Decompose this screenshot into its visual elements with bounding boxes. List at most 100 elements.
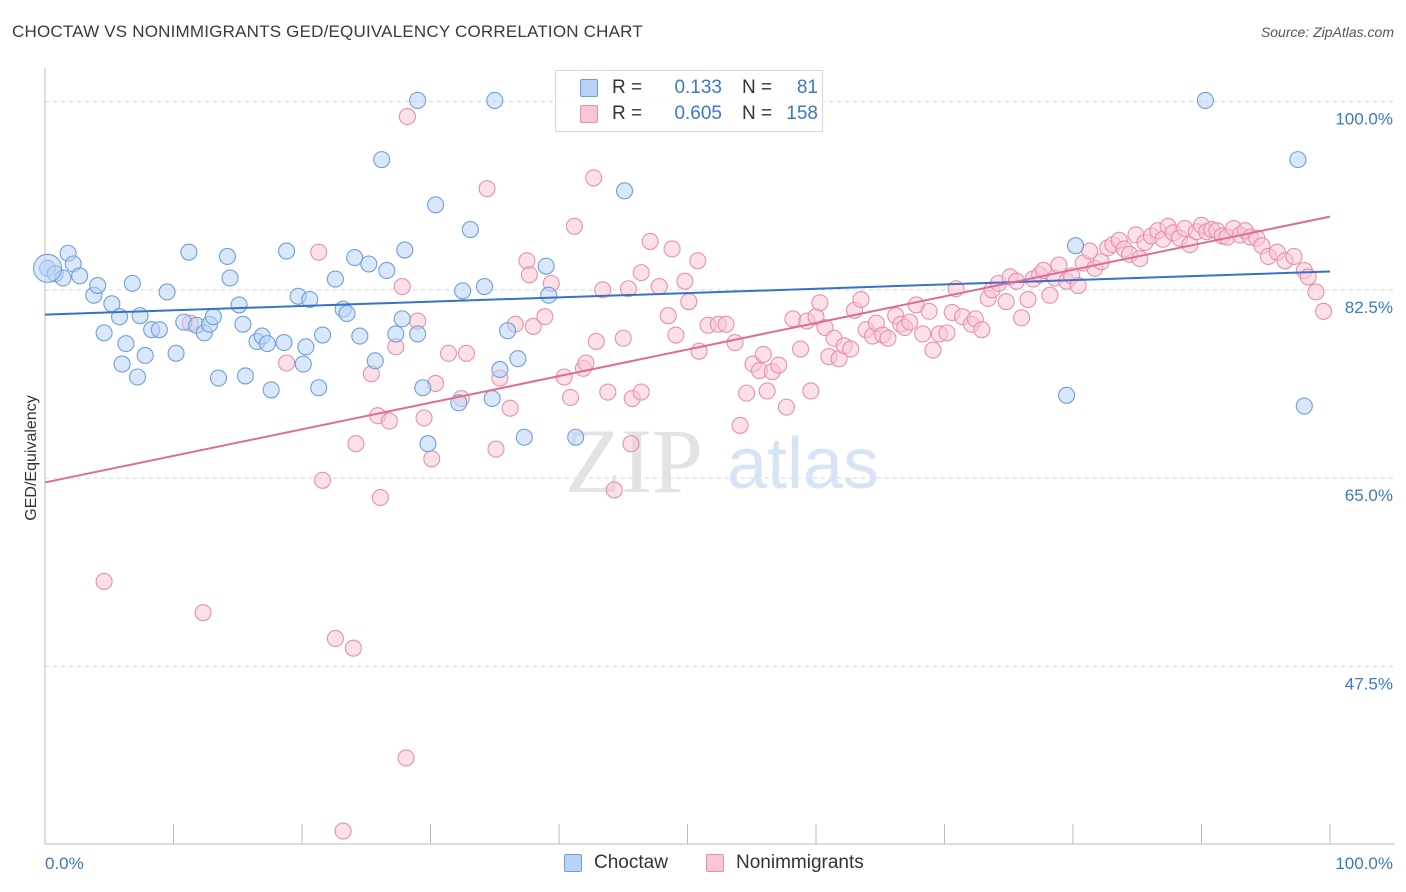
nonimmigrants-point <box>393 278 411 296</box>
nonimmigrants-point <box>842 340 860 358</box>
choctaw-point <box>221 269 239 287</box>
nonimmigrants-point <box>619 280 637 298</box>
choctaw-point <box>1295 397 1313 415</box>
nonimmigrants-point <box>852 290 870 309</box>
nonimmigrants-point <box>754 345 772 363</box>
choctaw-point <box>314 326 332 344</box>
nonimmigrants-point <box>680 293 698 311</box>
choctaw-point <box>117 335 135 353</box>
y-tick-label: 100.0% <box>1335 110 1393 129</box>
nonimmigrants-point <box>562 388 580 406</box>
choctaw-point <box>615 182 634 200</box>
choctaw-point <box>297 338 315 356</box>
legend-r-label: R = <box>612 77 643 98</box>
nonimmigrants-point <box>663 240 681 258</box>
nonimmigrants-point <box>920 302 938 320</box>
choctaw-point <box>515 428 533 446</box>
choctaw-swatch <box>564 854 582 872</box>
choctaw-point <box>131 307 149 325</box>
legend-n-label: N = <box>742 103 773 124</box>
choctaw-point <box>113 355 131 373</box>
nonimmigrants-points <box>95 108 1333 840</box>
choctaw-point <box>409 91 427 109</box>
choctaw-point <box>419 435 437 453</box>
choctaw-point <box>218 247 237 266</box>
nonimmigrants-point <box>1315 302 1333 320</box>
nonimmigrants-swatch <box>580 105 598 123</box>
choctaw-point <box>128 368 147 386</box>
nonimmigrants-point <box>1307 283 1325 301</box>
nonimmigrants-point <box>518 252 536 270</box>
choctaw-point <box>136 346 154 365</box>
choctaw-point <box>275 334 293 352</box>
choctaw-swatch <box>580 79 598 97</box>
nonimmigrants-point <box>726 334 744 352</box>
nonimmigrants-swatch <box>706 854 724 872</box>
choctaw-points <box>33 91 1313 453</box>
nonimmigrants-point <box>478 180 496 198</box>
axes <box>44 68 1395 845</box>
y-tick-label: 47.5% <box>1345 674 1393 693</box>
nonimmigrants-point <box>802 382 820 400</box>
nonimmigrants-point <box>614 329 632 347</box>
nonimmigrants-legend-label: Nonimmigrants <box>736 852 864 873</box>
nonimmigrants-point <box>326 629 344 648</box>
nonimmigrants-point <box>1069 276 1087 295</box>
nonimmigrants-point <box>371 488 389 507</box>
choctaw-legend-label: Choctaw <box>594 852 668 873</box>
choctaw-point <box>310 379 328 397</box>
choctaw-point <box>1058 386 1076 404</box>
choctaw-point <box>414 379 432 397</box>
nonimmigrants-point <box>1131 250 1149 268</box>
choctaw-point <box>123 274 141 292</box>
nonimmigrants-point <box>659 307 677 325</box>
nonimmigrants-point <box>973 321 991 339</box>
choctaw-point <box>33 253 63 283</box>
nonimmigrants-point <box>501 399 519 417</box>
nonimmigrants-point <box>423 450 441 468</box>
watermark-zip: ZIP <box>565 410 703 512</box>
choctaw-point <box>167 344 185 362</box>
nonimmigrants-point <box>536 308 554 326</box>
choctaw-point <box>234 315 252 333</box>
bottom-legend-nonimmigrants: Nonimmigrants <box>706 852 864 874</box>
choctaw-point <box>351 327 369 345</box>
y-axis-label: GED/Equivalency <box>23 395 40 520</box>
nonimmigrants-point <box>1041 286 1059 304</box>
nonimmigrants-point <box>758 382 776 400</box>
choctaw-point <box>540 286 558 304</box>
chart-title: CHOCTAW VS NONIMMIGRANTS GED/EQUIVALENCY… <box>12 22 643 41</box>
nonimmigrants-point <box>380 412 398 430</box>
x-tick-label: 100.0% <box>1335 854 1393 873</box>
choctaw-point <box>360 255 378 273</box>
nonimmigrants-point <box>605 481 623 499</box>
choctaw-point <box>499 322 517 340</box>
choctaw-point <box>95 324 113 342</box>
choctaw-point <box>509 350 527 368</box>
legend-r-value: 0.605 <box>674 103 722 124</box>
nonimmigrants-point <box>334 822 352 840</box>
tick-labels: 100.0% 82.5% 65.0% 47.5% 0.0% 100.0% <box>45 110 1393 873</box>
nonimmigrants-point <box>520 266 538 284</box>
nonimmigrants-point <box>914 325 932 343</box>
nonimmigrants-point <box>398 108 416 126</box>
nonimmigrants-point <box>641 232 659 250</box>
nonimmigrants-point <box>811 294 829 312</box>
nonimmigrants-point <box>784 310 802 328</box>
choctaw-point <box>230 296 248 314</box>
choctaw-point <box>454 282 472 300</box>
nonimmigrants-point <box>310 243 328 261</box>
choctaw-point <box>1067 237 1085 255</box>
choctaw-point <box>409 325 427 343</box>
nonimmigrants-point <box>565 217 583 235</box>
nonimmigrants-point <box>792 340 810 358</box>
choctaw-point <box>346 248 364 267</box>
choctaw-point <box>537 257 555 275</box>
trend-lines <box>44 215 1331 484</box>
choctaw-point <box>387 325 405 343</box>
choctaw-point <box>567 428 585 446</box>
nonimmigrants-point <box>347 435 365 453</box>
nonimmigrants-point <box>278 354 296 372</box>
nonimmigrants-point <box>439 344 458 362</box>
